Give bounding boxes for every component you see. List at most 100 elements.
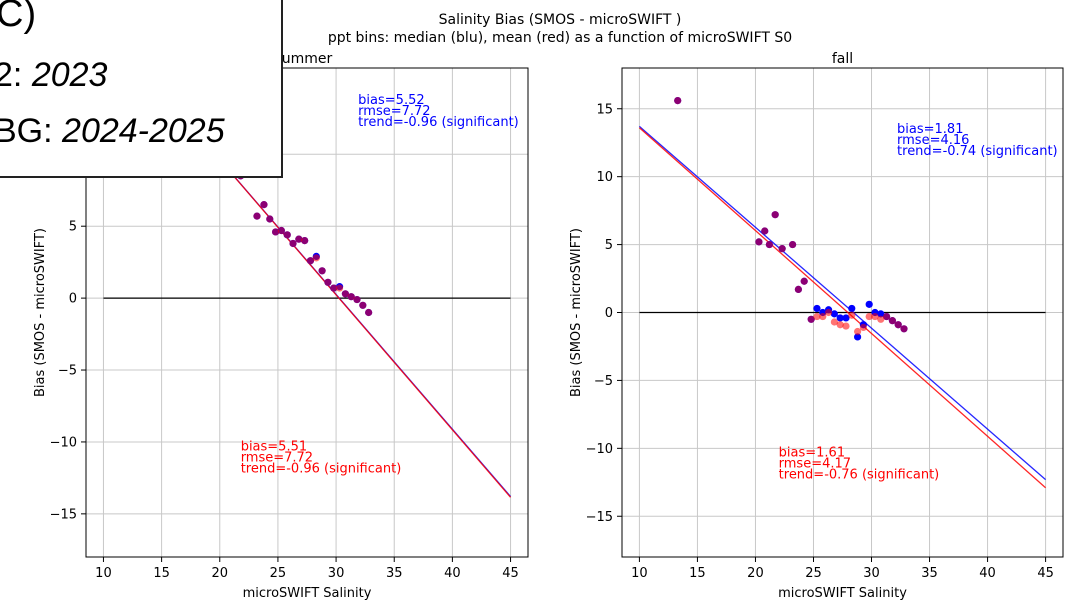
point-mean	[853, 327, 862, 336]
point-mean	[306, 257, 315, 265]
x-tick-label: 45	[1037, 566, 1054, 581]
data-points	[674, 97, 908, 341]
stats-annotation-line: bias=1.81	[897, 122, 963, 137]
data-points	[224, 156, 373, 317]
y-tick-label: 10	[596, 170, 613, 185]
point-median	[830, 310, 838, 318]
x-tick-label: 40	[979, 566, 996, 581]
trend-line-median	[638, 125, 1047, 481]
point-mean	[877, 315, 885, 323]
stats-annotation-line: rmse=7.72	[358, 104, 430, 119]
point-mean	[824, 308, 833, 317]
point-mean	[894, 321, 902, 329]
point-mean	[761, 227, 769, 235]
stats-annotation-line: bias=5.52	[358, 93, 424, 108]
point-mean	[765, 240, 773, 249]
stats-annotation-line: trend=-0.76 (significant)	[779, 467, 940, 482]
y-tick-label: −5	[58, 364, 77, 379]
trend-line-mean	[638, 127, 1047, 489]
stats-annotation-line: bias=1.61	[779, 445, 845, 460]
point-mean	[900, 325, 908, 333]
x-tick-label: 20	[211, 566, 228, 581]
point-mean	[353, 295, 361, 304]
stats-annotation-line: trend=-0.74 (significant)	[897, 144, 1058, 159]
x-tick-label: 25	[270, 566, 287, 581]
point-mean	[800, 277, 808, 285]
y-tick-label: −10	[586, 442, 613, 457]
x-tick-label: 30	[863, 566, 880, 581]
point-mean	[871, 312, 879, 321]
point-median	[853, 333, 862, 341]
point-mean	[295, 235, 303, 243]
point-mean	[289, 239, 297, 248]
point-mean	[301, 236, 309, 245]
figure-subtitle: ppt bins: median (blu), mean (red) as a …	[328, 30, 792, 46]
point-mean	[253, 212, 261, 220]
x-axis-label: microSWIFT Salinity	[243, 586, 372, 601]
point-mean	[260, 201, 268, 209]
point-median	[836, 314, 844, 322]
point-median	[877, 310, 885, 318]
point-mean	[359, 301, 367, 309]
year-line-3: BG: 2024-2025	[0, 112, 225, 150]
point-mean	[830, 318, 838, 326]
y-tick-label: −15	[50, 507, 77, 522]
stats-annotation-line: rmse=4.16	[897, 133, 969, 148]
y-tick-label: 0	[69, 292, 77, 307]
stats-annotation-line: trend=-0.96 (significant)	[241, 462, 402, 477]
point-mean	[330, 284, 338, 292]
x-tick-label: 15	[689, 566, 706, 581]
point-mean	[324, 278, 332, 286]
plot-frame	[85, 67, 529, 558]
point-mean	[283, 231, 291, 239]
point-mean	[755, 238, 763, 246]
point-median	[842, 314, 850, 322]
point-mean	[813, 312, 821, 321]
year-line-2-prefix: 2:	[0, 56, 23, 94]
point-median	[865, 300, 873, 308]
y-tick-label: 5	[69, 220, 77, 235]
stats-annotation-line: trend=-0.96 (significant)	[358, 115, 519, 130]
trend-lines	[638, 125, 1047, 489]
panel-title: ummer	[282, 51, 333, 67]
point-mean	[335, 284, 344, 292]
x-tick-label: 20	[747, 566, 764, 581]
year-line-3-prefix: BG:	[0, 112, 63, 150]
point-mean	[771, 211, 779, 219]
chart-panel-1: 10 15 20 25 30 35 40 45 −15 −10 −5 0 5 10 15 microSWIFT…	[569, 51, 1064, 601]
point-mean	[271, 228, 280, 236]
x-tick-label: 40	[444, 566, 461, 581]
point-mean	[819, 312, 827, 321]
panel-title: fall	[832, 51, 853, 67]
x-tick-label: 25	[805, 566, 822, 581]
y-tick-label: 15	[596, 102, 613, 117]
point-mean	[318, 267, 326, 275]
point-mean	[674, 97, 682, 105]
y-tick-label: 0	[605, 306, 613, 321]
point-mean	[277, 226, 286, 235]
x-axis-label: microSWIFT Salinity	[778, 586, 907, 601]
point-mean	[836, 321, 844, 329]
x-tick-label: 15	[153, 566, 170, 581]
year-line-2-year: 2023	[31, 56, 108, 94]
y-axis-label: Bias (SMOS - microSWIFT)	[33, 228, 48, 397]
point-mean	[842, 322, 850, 330]
point-mean	[794, 285, 803, 294]
y-tick-label: −15	[586, 510, 613, 525]
year-line-3-year: 2024-2025	[62, 112, 225, 150]
x-tick-label: 45	[502, 566, 519, 581]
point-mean	[888, 317, 897, 325]
point-mean	[365, 308, 373, 317]
point-mean	[341, 290, 349, 298]
stats-annotation-line: rmse=4.17	[779, 456, 851, 471]
point-mean	[848, 311, 856, 319]
x-tick-label: 30	[328, 566, 345, 581]
y-axis-label: Bias (SMOS - microSWIFT)	[569, 228, 584, 397]
y-tick-label: −10	[50, 435, 77, 450]
year-line-2: 2: 2023	[0, 56, 107, 94]
point-mean	[347, 293, 355, 301]
figure-title: Salinity Bias (SMOS - microSWIFT )	[439, 12, 682, 28]
panel-label-box: C) 2: 2023 BG: 2024-2025	[0, 0, 283, 178]
